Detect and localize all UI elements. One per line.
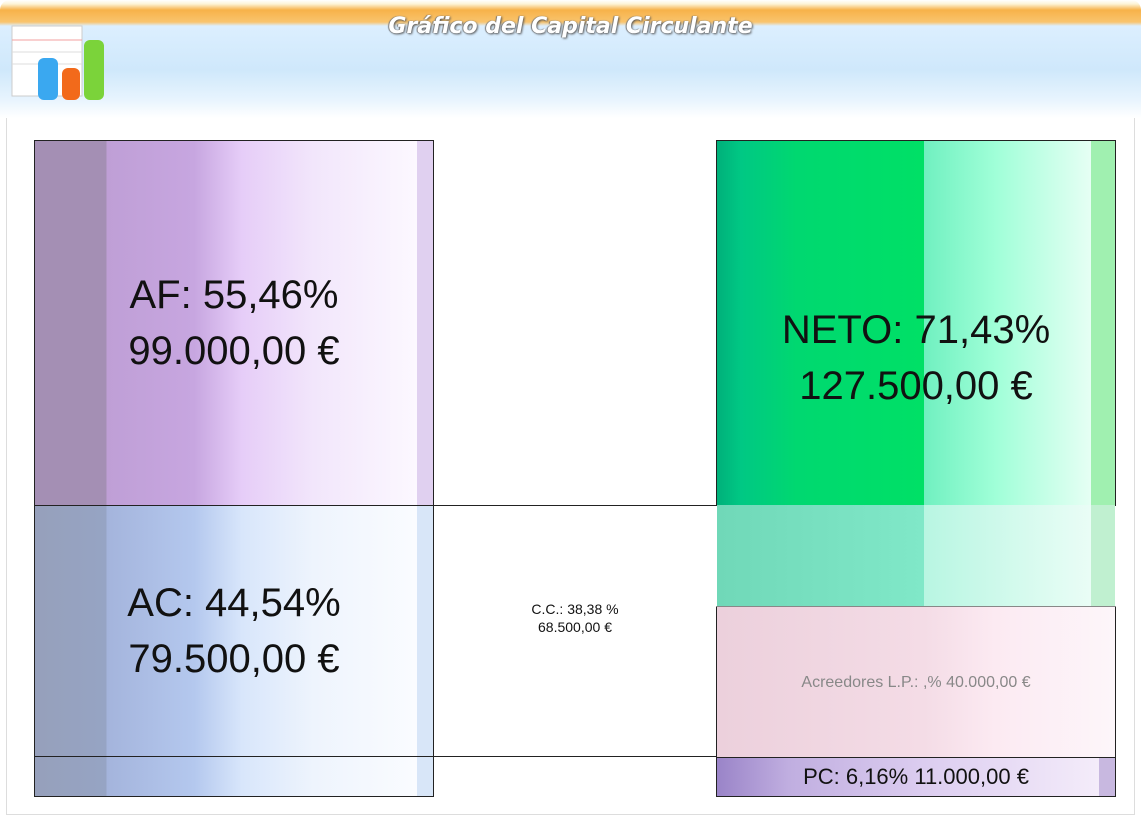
neto-label: NETO: 71,43% [781, 308, 1051, 352]
divider [716, 606, 1116, 607]
af-amount: 99.000,00 € [128, 329, 340, 373]
app-icon [11, 25, 104, 100]
title: Gráfico del Capital Circulante [388, 14, 753, 39]
content-frame [6, 118, 1135, 815]
cc-amount: 68.500,00 € [538, 619, 612, 635]
af-label: AF: 55,46% [129, 273, 339, 317]
pc-label: PC: 6,16% 11.000,00 € [803, 764, 1029, 789]
cc-bottom-line [34, 756, 716, 757]
acreedores-block: Acreedores L.P.: ,% 40.000,00 € [716, 607, 1116, 758]
cc-top-line [434, 505, 716, 506]
neto-block: NETO: 71,43% 127.500,00 € [716, 140, 1116, 506]
cc-label: C.C.: 38,38 % [531, 601, 619, 617]
neto-lower [717, 505, 1115, 607]
af-block: AF: 55,46% 99.000,00 € [34, 140, 434, 506]
acreedores-label: Acreedores L.P.: ,% 40.000,00 € [801, 673, 1031, 691]
pc-block: PC: 6,16% 11.000,00 € [716, 757, 1116, 797]
neto-amount: 127.500,00 € [799, 364, 1033, 408]
ac-block: AC: 44,54% 79.500,00 € [34, 505, 434, 797]
ac-amount: 79.500,00 € [128, 637, 340, 681]
header-bar [0, 0, 1141, 118]
ac-label: AC: 44,54% [127, 581, 341, 625]
cc-block: C.C.: 38,38 % 68.500,00 € [434, 600, 716, 636]
